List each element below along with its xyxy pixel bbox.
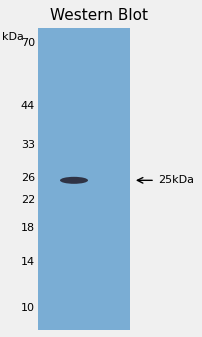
Text: Western Blot: Western Blot [50, 8, 147, 24]
Ellipse shape [60, 177, 87, 184]
Text: 44: 44 [21, 101, 35, 111]
Text: 33: 33 [21, 140, 35, 150]
Text: 18: 18 [21, 223, 35, 233]
Text: 25kDa: 25kDa [157, 175, 193, 185]
Text: 70: 70 [21, 38, 35, 48]
Bar [38, 28, 129, 330]
Text: kDa: kDa [2, 32, 24, 42]
Text: 26: 26 [21, 173, 35, 183]
Text: 14: 14 [21, 257, 35, 267]
Text: 22: 22 [21, 195, 35, 206]
Text: 10: 10 [21, 303, 35, 313]
